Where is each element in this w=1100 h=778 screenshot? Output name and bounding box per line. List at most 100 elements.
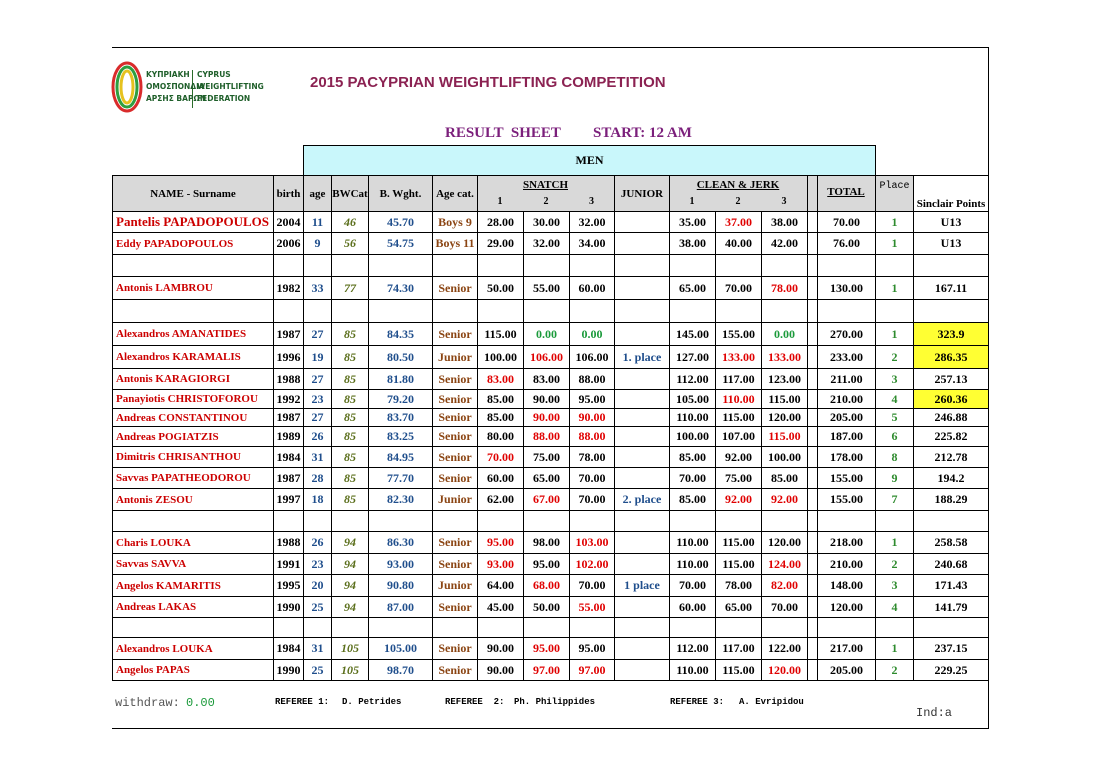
result-cell: 4	[875, 389, 914, 409]
result-cell: 7	[875, 488, 914, 511]
logo-english: WEIGHTLIFTING	[197, 82, 264, 91]
empty-cell	[368, 617, 433, 638]
empty-cell	[913, 299, 989, 323]
empty-cell	[913, 254, 989, 277]
result-cell: 141.79	[913, 596, 989, 618]
empty-cell	[112, 510, 274, 532]
result-cell: 35.00	[669, 211, 716, 233]
result-cell: 133.00	[715, 345, 762, 369]
empty-cell	[669, 617, 716, 638]
result-cell: 70.00	[817, 211, 876, 233]
result-cell: Senior	[432, 408, 478, 427]
frame-top	[112, 47, 989, 48]
result-cell: 105.00	[368, 637, 433, 660]
result-cell: Senior	[432, 553, 478, 575]
result-cell: 92.00	[715, 488, 762, 511]
empty-cell	[432, 254, 478, 277]
result-cell: 78.00	[761, 276, 808, 300]
result-cell: 117.00	[715, 368, 762, 390]
result-cell: 84.35	[368, 322, 433, 346]
result-cell: 90.00	[523, 408, 570, 427]
result-cell: 240.68	[913, 553, 989, 575]
gap-cell	[807, 322, 818, 346]
result-cell: 98.00	[523, 531, 570, 554]
empty-cell	[817, 510, 876, 532]
result-cell: 90.00	[569, 408, 615, 427]
empty-cell	[669, 510, 716, 532]
result-cell: 40.00	[715, 232, 762, 255]
result-cell: 1. place	[614, 345, 670, 369]
result-cell	[614, 408, 670, 427]
result-cell: 127.00	[669, 345, 716, 369]
result-cell: 75.00	[715, 467, 762, 489]
result-cell	[614, 446, 670, 468]
result-cell: 55.00	[523, 276, 570, 300]
result-cell: 105	[331, 659, 369, 681]
empty-cell	[303, 510, 332, 532]
gap-cell	[807, 446, 818, 468]
result-cell: 85	[331, 345, 369, 369]
result-cell: 107.00	[715, 426, 762, 447]
result-cell: 1	[875, 322, 914, 346]
empty-cell	[331, 617, 369, 638]
result-cell: Senior	[432, 322, 478, 346]
result-cell: 70.00	[715, 276, 762, 300]
gap-cell	[807, 574, 818, 597]
frame-bottom	[112, 728, 989, 729]
result-cell: 8	[875, 446, 914, 468]
result-cell: 120.00	[761, 531, 808, 554]
header-attempt: 3	[589, 196, 594, 207]
result-cell: 2	[875, 345, 914, 369]
empty-cell	[477, 299, 524, 323]
result-cell: Senior	[432, 368, 478, 390]
gap-cell	[807, 276, 818, 300]
result-cell: Boys 11	[432, 232, 478, 255]
result-cell: 120.00	[817, 596, 876, 618]
gap-cell	[807, 637, 818, 660]
result-cell: 85	[331, 467, 369, 489]
result-cell: 65.00	[715, 596, 762, 618]
result-cell: 70.00	[761, 596, 808, 618]
result-cell: 85	[331, 446, 369, 468]
empty-cell	[875, 510, 914, 532]
gap-cell	[807, 389, 818, 409]
result-cell: 122.00	[761, 637, 808, 660]
result-cell: 82.30	[368, 488, 433, 511]
result-cell: 1	[875, 276, 914, 300]
result-cell: 205.00	[817, 659, 876, 681]
empty-cell	[817, 299, 876, 323]
result-cell: 46	[331, 211, 369, 233]
result-cell: Junior	[432, 345, 478, 369]
result-cell: 229.25	[913, 659, 989, 681]
referee-name: Ph. Philippides	[514, 697, 596, 707]
result-cell: Boys 9	[432, 211, 478, 233]
empty-cell	[913, 617, 989, 638]
result-cell: 38.00	[669, 232, 716, 255]
result-cell: 70.00	[477, 446, 524, 468]
result-cell: 1984	[273, 446, 304, 468]
result-cell: 94	[331, 531, 369, 554]
empty-cell	[913, 510, 989, 532]
result-cell: 56	[331, 232, 369, 255]
header-snatch: SNATCH	[522, 179, 569, 191]
result-cell: 105.00	[669, 389, 716, 409]
result-cell: 85	[331, 408, 369, 427]
referee-label: REFEREE 2:	[445, 697, 505, 707]
empty-cell	[761, 617, 808, 638]
result-cell: 1	[875, 637, 914, 660]
empty-cell	[569, 510, 615, 532]
result-cell: 100.00	[669, 426, 716, 447]
athlete-name: Andreas LAKAS	[112, 596, 274, 618]
result-cell: 100.00	[761, 446, 808, 468]
result-cell: 115.00	[761, 389, 808, 409]
result-cell	[614, 232, 670, 255]
result-cell: 84.95	[368, 446, 433, 468]
empty-cell	[368, 510, 433, 532]
result-cell: Senior	[432, 659, 478, 681]
result-cell: 115.00	[761, 426, 808, 447]
empty-cell	[368, 299, 433, 323]
empty-cell	[331, 510, 369, 532]
result-cell: 110.00	[715, 389, 762, 409]
result-cell: 124.00	[761, 553, 808, 575]
result-cell: 95.00	[569, 637, 615, 660]
